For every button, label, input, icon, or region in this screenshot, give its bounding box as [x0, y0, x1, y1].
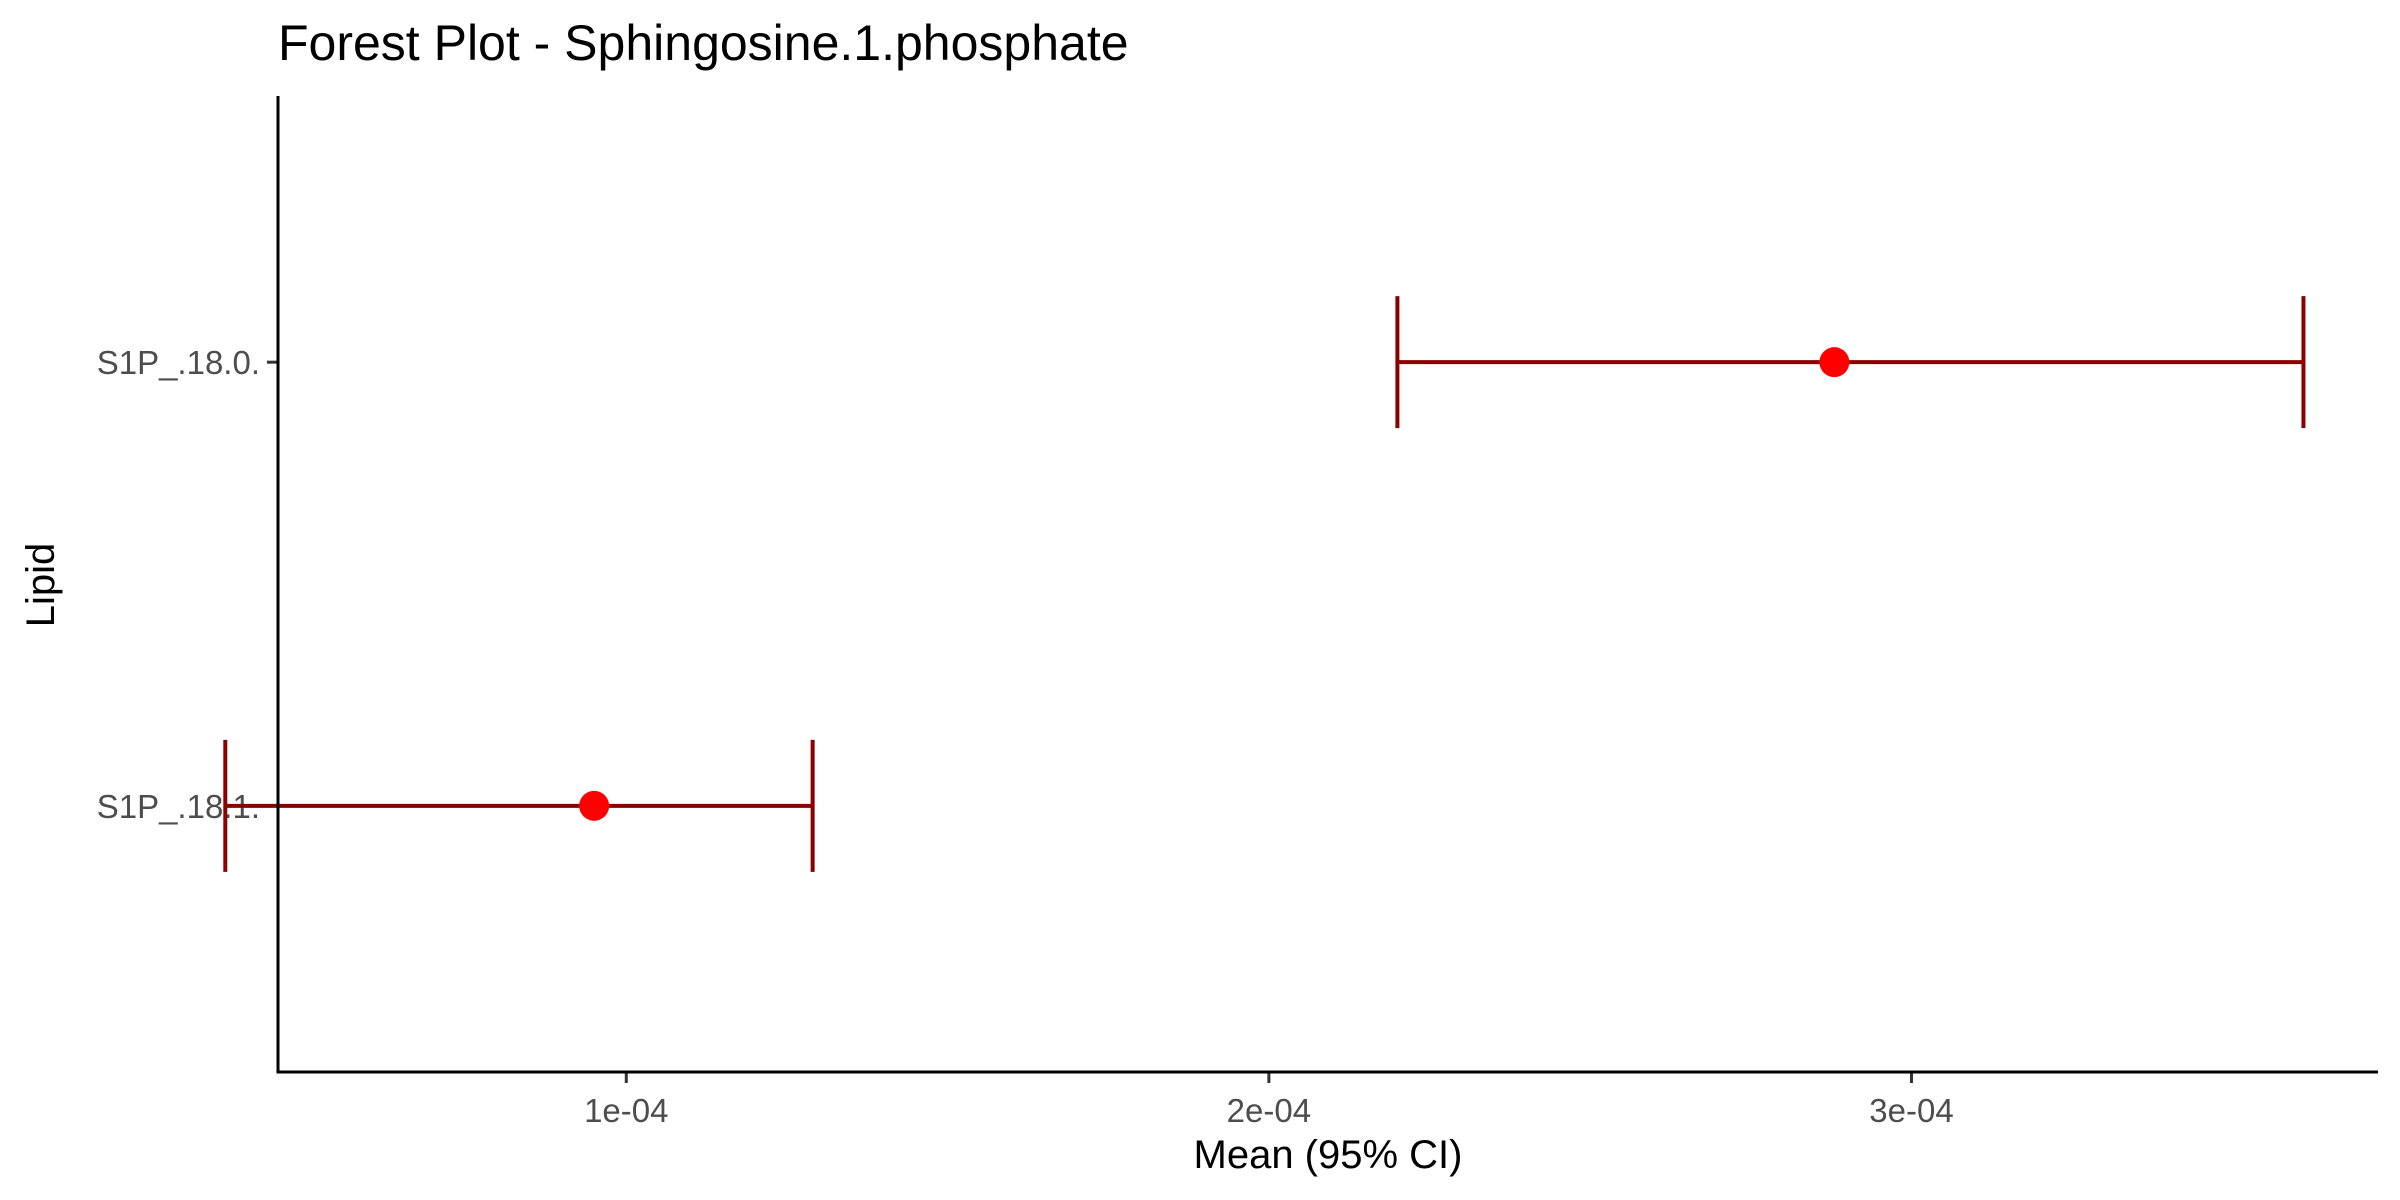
x-tick-label: 1e-04 — [584, 1092, 668, 1129]
mean-point — [1819, 347, 1850, 378]
y-tick-label: S1P_.18.0. — [97, 344, 260, 381]
mean-points — [579, 347, 1850, 821]
x-axis-title: Mean (95% CI) — [1194, 1133, 1463, 1177]
x-tick-label: 2e-04 — [1227, 1092, 1311, 1129]
x-tick-label: 3e-04 — [1869, 1092, 1953, 1129]
y-axis-title: Lipid — [19, 543, 63, 628]
chart-title: Forest Plot - Sphingosine.1.phosphate — [278, 15, 1129, 71]
mean-point — [579, 790, 610, 821]
error-bars — [223, 296, 2306, 872]
